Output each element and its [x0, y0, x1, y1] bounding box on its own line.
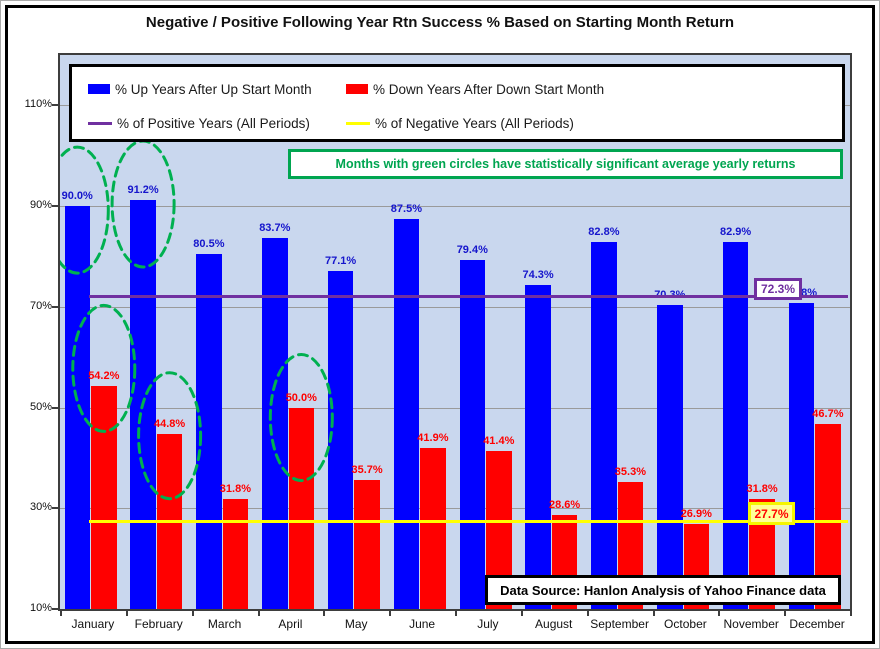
- bar-value-up-september: 82.8%: [588, 226, 620, 239]
- bar-down-june: [420, 448, 446, 609]
- gridline-30: [60, 508, 850, 510]
- data-source-box: Data Source: Hanlon Analysis of Yahoo Fi…: [485, 575, 841, 605]
- bar-value-down-october: 26.9%: [680, 507, 712, 520]
- bar-down-march: [222, 499, 249, 609]
- bar-value-up-march: 80.5%: [193, 237, 225, 250]
- bar-value-down-august: 28.6%: [548, 499, 581, 512]
- bar-up-may: [327, 271, 354, 609]
- bar-up-september: [591, 242, 617, 609]
- legend-item-up: % Up Years After Up Start Month: [88, 77, 312, 101]
- outer-frame: [5, 5, 875, 644]
- bar-value-down-july: 41.4%: [483, 434, 515, 447]
- positive-line-value-box: 72.3%: [754, 278, 802, 300]
- bar-value-up-june: 87.5%: [390, 202, 422, 215]
- data-source-text: Data Source: Hanlon Analysis of Yahoo Fi…: [500, 582, 826, 598]
- bar-value-up-july: 79.4%: [456, 243, 488, 256]
- legend-label-down: % Down Years After Down Start Month: [373, 81, 605, 97]
- gridline-50: [60, 407, 850, 409]
- bar-value-up-may: 77.1%: [324, 255, 357, 268]
- legend-item-negative: % of Negative Years (All Periods): [346, 111, 574, 135]
- bar-up-april: [262, 237, 288, 609]
- annotation-text: Months with green circles have statistic…: [335, 157, 796, 171]
- bar-down-january: [91, 386, 117, 609]
- chart-title: Negative / Positive Following Year Rtn S…: [145, 14, 735, 31]
- bar-value-down-february: 44.8%: [153, 417, 186, 430]
- positive-reference-line: [89, 295, 848, 298]
- bar-up-february: [130, 200, 156, 609]
- bar-value-down-may: 35.7%: [351, 463, 383, 476]
- legend-label-negative: % of Negative Years (All Periods): [375, 115, 574, 131]
- bar-up-july: [459, 259, 485, 609]
- legend-box: % Up Years After Up Start Month % Down Y…: [69, 64, 845, 142]
- bar-value-down-march: 31.8%: [219, 483, 251, 496]
- up-bar-swatch-icon: [88, 84, 110, 94]
- legend-label-positive: % of Positive Years (All Periods): [117, 115, 310, 131]
- positive-line-swatch-icon: [88, 121, 112, 125]
- gridline-70: [60, 306, 850, 308]
- bar-value-down-september: 35.3%: [614, 465, 646, 478]
- legend-item-down: % Down Years After Down Start Month: [346, 77, 604, 101]
- bar-up-october: [657, 305, 683, 609]
- bar-up-january: [64, 206, 90, 609]
- negative-line-swatch-icon: [346, 121, 370, 125]
- bar-value-down-june: 41.9%: [417, 432, 449, 445]
- bar-down-april: [288, 407, 314, 609]
- bar-value-up-january: 90.0%: [61, 190, 93, 203]
- legend-label-up: % Up Years After Up Start Month: [115, 81, 312, 97]
- gridline-90: [60, 206, 850, 208]
- bar-value-down-december: 46.7%: [812, 408, 844, 421]
- bar-value-up-november: 82.9%: [719, 225, 752, 238]
- bar-value-up-april: 83.7%: [259, 221, 291, 234]
- legend-item-positive: % of Positive Years (All Periods): [88, 111, 310, 135]
- negative-line-value-box: 27.7%: [748, 502, 795, 525]
- bar-value-up-february: 91.2%: [127, 184, 159, 196]
- bar-up-december: [788, 302, 815, 609]
- bar-up-march: [196, 253, 222, 609]
- negative-reference-line: [89, 519, 848, 523]
- bar-up-june: [393, 218, 420, 609]
- bar-up-august: [525, 285, 551, 609]
- bar-value-up-august: 74.3%: [522, 269, 554, 282]
- bar-value-down-november: 31.8%: [746, 483, 778, 496]
- bar-down-may: [354, 479, 380, 609]
- bar-value-down-april: 50.0%: [285, 391, 317, 404]
- annotation-box: Months with green circles have statistic…: [288, 149, 843, 179]
- bar-value-down-january: 54.2%: [88, 370, 120, 383]
- bar-up-november: [722, 241, 749, 609]
- down-bar-swatch-icon: [346, 84, 368, 94]
